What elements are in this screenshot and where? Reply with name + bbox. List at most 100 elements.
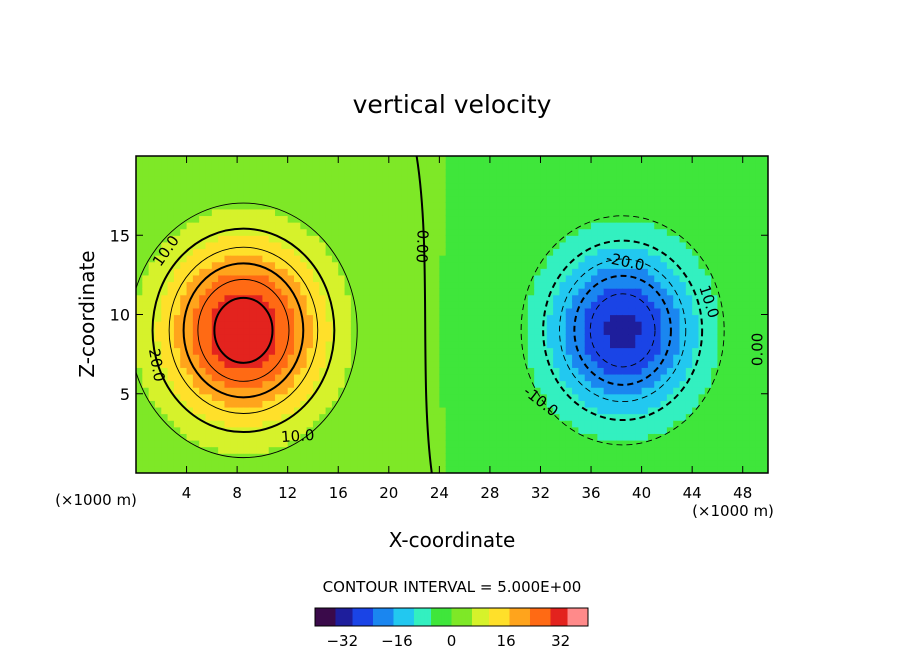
heat-cell	[559, 215, 567, 223]
heat-cell	[154, 347, 162, 355]
heat-cell	[673, 235, 681, 243]
heat-cell	[572, 354, 579, 362]
heat-cell	[388, 459, 396, 467]
heat-cell	[723, 301, 731, 309]
heat-cell	[325, 367, 333, 375]
heat-cell	[597, 215, 605, 223]
heat-cell	[477, 222, 485, 230]
heat-cell	[635, 261, 643, 269]
heat-cell	[192, 453, 200, 461]
heat-cell	[698, 261, 706, 269]
heat-cell	[312, 400, 320, 408]
heat-cell	[173, 235, 181, 243]
heat-cell	[641, 182, 649, 190]
heat-cell	[628, 202, 636, 210]
heat-cell	[382, 268, 390, 276]
heat-cell	[369, 268, 377, 276]
heat-cell	[761, 373, 768, 382]
heat-cell	[452, 215, 459, 223]
heat-cell	[489, 162, 497, 170]
heat-cell	[616, 274, 624, 283]
heat-cell	[534, 169, 542, 177]
heat-cell	[243, 367, 251, 375]
heat-cell	[730, 354, 737, 362]
heat-cell	[464, 222, 472, 230]
heat-cell	[546, 334, 554, 342]
heat-cell	[496, 446, 504, 454]
heat-cell	[136, 307, 143, 316]
heat-cell	[249, 314, 257, 322]
heat-cell	[433, 367, 440, 375]
heat-cell	[458, 380, 466, 388]
heat-cell	[502, 248, 510, 256]
heat-cell	[502, 321, 510, 329]
heat-cell	[350, 433, 358, 441]
heat-cell	[635, 288, 643, 296]
heat-cell	[603, 459, 611, 467]
heat-cell	[312, 195, 320, 203]
heat-cell	[344, 307, 352, 316]
heat-cell	[546, 380, 554, 388]
heat-cell	[388, 380, 396, 388]
heat-cell	[603, 307, 611, 316]
heat-cell	[426, 274, 434, 283]
heat-cell	[426, 466, 434, 473]
heat-cell	[325, 373, 333, 382]
heat-cell	[433, 360, 440, 368]
heat-cell	[205, 373, 213, 382]
heat-cell	[249, 261, 257, 269]
heat-cell	[275, 340, 282, 349]
heat-cell	[660, 393, 668, 401]
heat-cell	[262, 215, 270, 223]
heat-cell	[211, 281, 219, 289]
heat-cell	[742, 261, 750, 269]
heat-cell	[755, 255, 763, 263]
heat-cell	[521, 195, 529, 203]
heat-cell	[376, 222, 384, 230]
heat-cell	[186, 393, 194, 401]
heat-cell	[572, 307, 579, 316]
heat-cell	[433, 446, 440, 454]
heat-cell	[268, 301, 276, 309]
heat-cell	[243, 446, 251, 454]
heat-cell	[338, 387, 346, 395]
heat-cell	[597, 406, 605, 415]
heat-cell	[180, 466, 188, 473]
heat-cell	[161, 433, 169, 441]
heat-cell	[502, 466, 510, 473]
heat-cell	[673, 453, 681, 461]
heat-cell	[192, 459, 200, 467]
heat-cell	[357, 321, 365, 329]
heat-cell	[294, 281, 301, 289]
heat-cell	[237, 241, 245, 250]
heat-cell	[452, 360, 459, 368]
heat-cell	[445, 354, 453, 362]
heat-cell	[407, 235, 415, 243]
heat-cell	[388, 248, 396, 256]
heat-cell	[401, 281, 409, 289]
heat-cell	[584, 433, 592, 441]
heat-cell	[382, 439, 390, 448]
heat-cell	[154, 321, 162, 329]
heat-cell	[692, 327, 700, 335]
heat-cell	[382, 360, 390, 368]
heat-cell	[369, 162, 377, 170]
heat-cell	[211, 241, 219, 250]
heat-cell	[572, 208, 579, 217]
heat-cell	[597, 347, 605, 355]
heat-cell	[281, 321, 289, 329]
heat-cell	[388, 182, 396, 190]
heat-cell	[426, 215, 434, 223]
heat-cell	[319, 268, 327, 276]
heat-cell	[679, 327, 687, 335]
heat-cell	[350, 406, 358, 415]
heat-cell	[654, 215, 662, 223]
heat-cell	[654, 380, 662, 388]
heat-cell	[527, 281, 535, 289]
heat-cell	[502, 208, 510, 217]
heat-cell	[603, 367, 611, 375]
heat-cell	[654, 182, 662, 190]
heat-cell	[363, 182, 371, 190]
heat-cell	[262, 446, 270, 454]
heat-cell	[698, 413, 706, 421]
